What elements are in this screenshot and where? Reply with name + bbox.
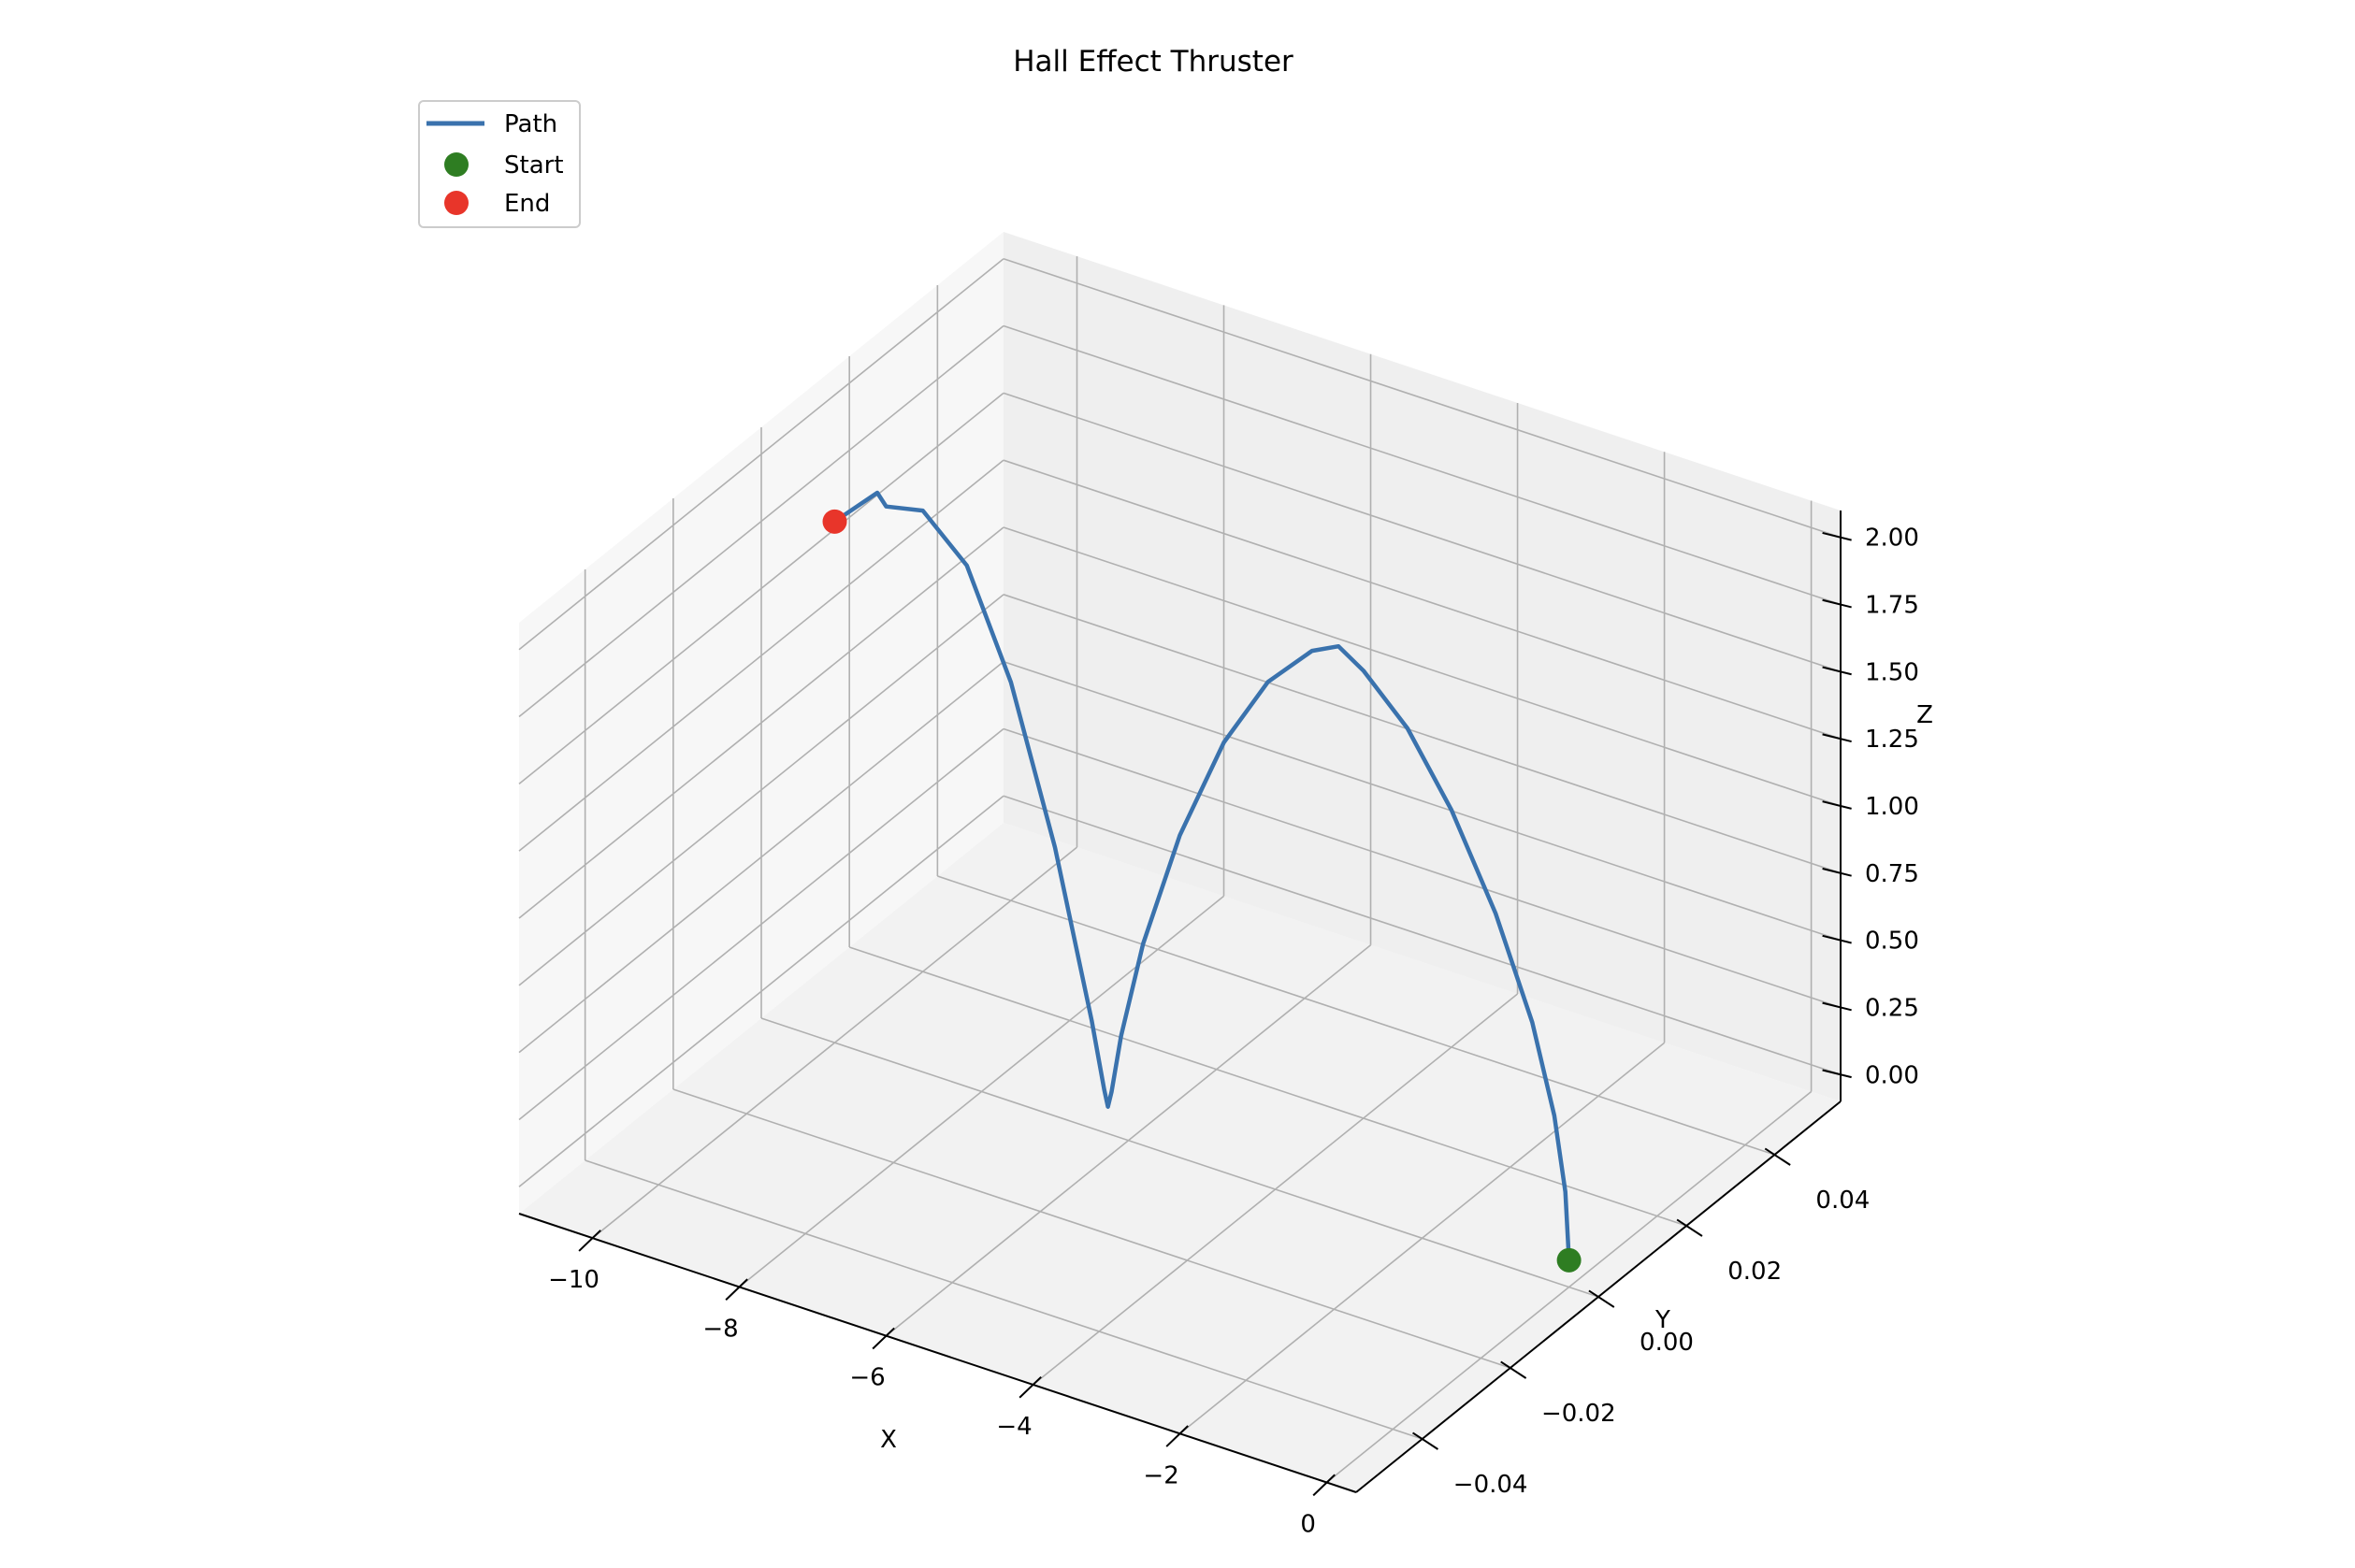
z-tick-label: 2.00 — [1865, 525, 1919, 553]
grid-line-y — [760, 1017, 1599, 1298]
x-tick-label: −4 — [996, 1413, 1032, 1441]
z-tick-mark — [1822, 868, 1852, 877]
grid-line-z — [518, 324, 1004, 718]
z-tick-mark — [1822, 598, 1852, 609]
y-tick-label: 0.02 — [1727, 1258, 1782, 1286]
legend: Path Start End — [418, 100, 581, 228]
axis-labels: Hall Effect Thruster X Y Z — [880, 45, 1933, 1454]
grid-line-y — [672, 1088, 1511, 1369]
y-tick-mark — [1764, 1147, 1791, 1166]
grid-line-z — [518, 526, 1004, 919]
grid-line-z — [1003, 324, 1842, 606]
x-tick-mark — [578, 1230, 601, 1252]
z-tick-mark — [1822, 666, 1852, 676]
x-tick-mark — [1165, 1425, 1189, 1447]
grid-line-y — [937, 875, 1775, 1156]
z-tick-label: 1.25 — [1865, 726, 1919, 754]
y-tick-label: −0.04 — [1453, 1471, 1528, 1499]
x-tick-mark — [725, 1278, 748, 1301]
x-tick-mark — [1312, 1474, 1336, 1497]
grid-line-z — [518, 795, 1004, 1187]
legend-label-end: End — [504, 190, 550, 218]
z-axis-label: Z — [1916, 701, 1933, 729]
grid-line-y — [585, 1159, 1423, 1440]
grid-line-z — [1003, 727, 1842, 1009]
z-tick-label: 1.50 — [1865, 658, 1919, 686]
grid-line-z — [518, 258, 1004, 651]
x-axis-line — [518, 1213, 1357, 1493]
grid-line-z — [1003, 392, 1842, 673]
grid-line-y — [848, 946, 1687, 1227]
legend-end-swatch — [444, 191, 469, 215]
legend-label-path: Path — [504, 110, 557, 138]
grid-line-z — [518, 459, 1004, 852]
legend-label-start: Start — [504, 151, 564, 180]
grid-line-z — [1003, 257, 1842, 539]
z-tick-label: 0.25 — [1865, 994, 1919, 1022]
x-tick-mark — [872, 1327, 895, 1350]
y-tick-mark — [1412, 1431, 1438, 1450]
grid-line-z — [1003, 459, 1842, 740]
grid-line-z — [1003, 795, 1842, 1076]
y-tick-label: 0.04 — [1815, 1187, 1870, 1215]
z-tick-mark — [1822, 1001, 1852, 1012]
series-path-line — [832, 490, 1571, 1263]
x-tick-mark — [1019, 1375, 1042, 1399]
legend-start-swatch — [444, 152, 469, 177]
end-marker — [822, 509, 847, 534]
z-tick-label: 0.00 — [1865, 1061, 1919, 1089]
axes-panes — [519, 232, 1841, 1492]
grid-lines — [518, 256, 1842, 1484]
grid-line-z — [518, 727, 1004, 1121]
y-tick-mark — [1500, 1360, 1527, 1379]
x-tick-label: −10 — [548, 1266, 600, 1294]
z-tick-label: 0.50 — [1865, 928, 1919, 956]
grid-line-z — [518, 392, 1004, 784]
y-tick-mark — [1676, 1218, 1703, 1237]
y-axis-label: Y — [1654, 1306, 1670, 1334]
z-tick-label: 1.75 — [1865, 592, 1919, 620]
axis-ticks: −10 −8 −6 −4 −2 0 −0.04 −0.02 0.00 0.02 0.04 0.00 0.… — [548, 525, 1919, 1539]
y-tick-label: −0.02 — [1541, 1400, 1616, 1428]
z-tick-mark — [1822, 800, 1852, 810]
z-tick-mark — [1822, 934, 1852, 944]
z-tick-mark — [1822, 531, 1852, 541]
z-tick-mark — [1822, 733, 1852, 743]
start-marker — [1556, 1247, 1582, 1273]
y-tick-label: 0.00 — [1640, 1329, 1694, 1357]
chart-title: Hall Effect Thruster — [1013, 45, 1293, 79]
grid-line-z — [1003, 526, 1842, 807]
grid-line-z — [518, 594, 1004, 986]
x-tick-label: −2 — [1143, 1461, 1178, 1489]
series-layer — [822, 490, 1582, 1273]
x-tick-label: 0 — [1300, 1511, 1316, 1539]
grid-line-z — [518, 661, 1004, 1054]
x-tick-label: −6 — [849, 1364, 885, 1392]
z-tick-label: 1.00 — [1865, 793, 1919, 821]
y-tick-mark — [1588, 1289, 1615, 1308]
x-tick-label: −8 — [702, 1315, 738, 1343]
grid-line-z — [1003, 660, 1842, 942]
z-tick-label: 0.75 — [1865, 860, 1919, 888]
x-axis-label: X — [880, 1426, 897, 1454]
z-tick-mark — [1822, 1069, 1852, 1079]
grid-line-z — [1003, 594, 1842, 874]
